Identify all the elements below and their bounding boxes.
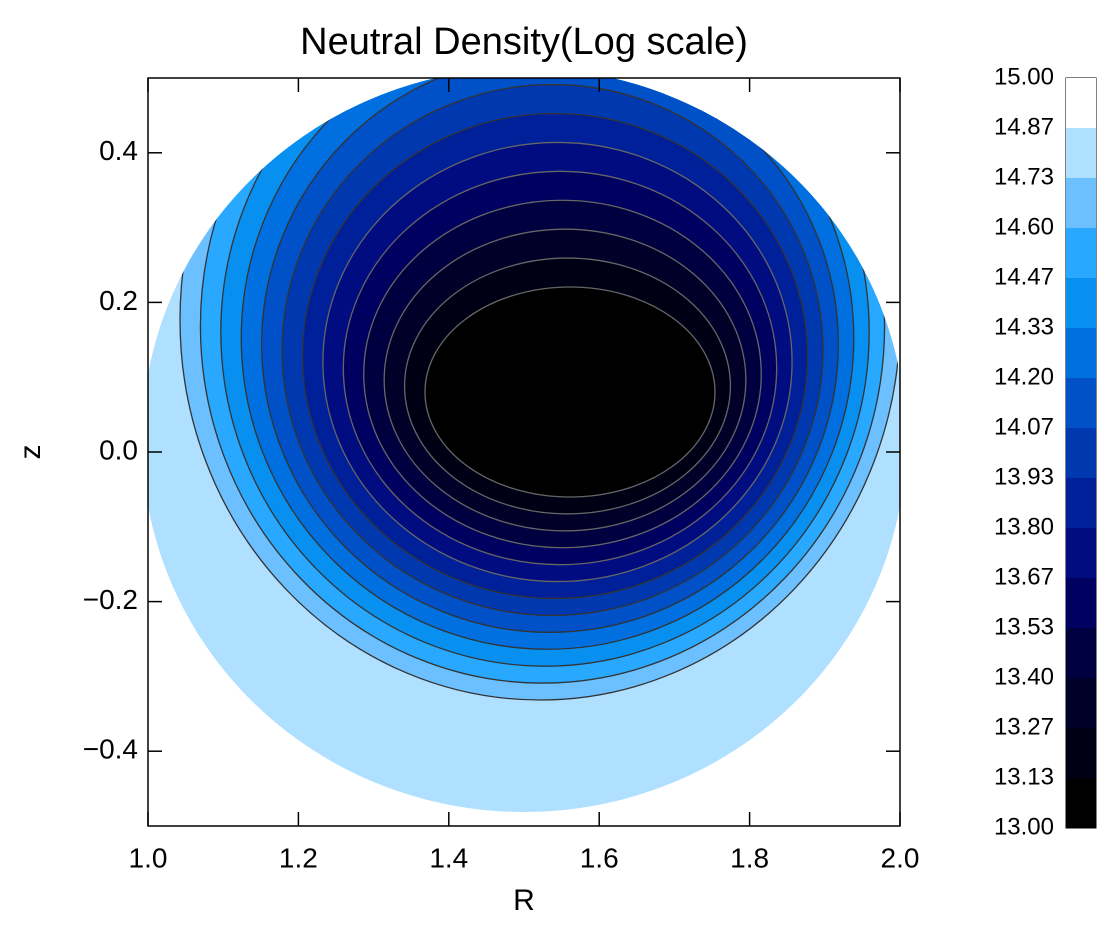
x-tick-label: 1.2 <box>279 842 318 873</box>
y-tick-label: 0.4 <box>99 135 138 166</box>
colorbar-tick-label: 14.20 <box>994 363 1054 390</box>
colorbar-band <box>1066 378 1096 428</box>
y-axis-label: z <box>14 445 47 460</box>
y-tick-label: −0.2 <box>83 584 138 615</box>
colorbar-band <box>1066 728 1096 778</box>
x-tick-label: 2.0 <box>881 842 920 873</box>
colorbar-tick-label: 14.87 <box>994 113 1054 140</box>
colorbar-band <box>1066 478 1096 528</box>
y-tick-label: −0.4 <box>83 734 138 765</box>
colorbar-band <box>1066 278 1096 328</box>
colorbar-band <box>1066 528 1096 578</box>
colorbar-tick-label: 14.47 <box>994 263 1054 290</box>
colorbar-band <box>1066 228 1096 278</box>
x-axis-label: R <box>513 884 535 917</box>
y-tick-label: 0.2 <box>99 285 138 316</box>
domain <box>148 78 900 812</box>
contour-field <box>148 78 900 812</box>
colorbar-tick-label: 13.00 <box>994 813 1054 840</box>
x-tick-label: 1.6 <box>580 842 619 873</box>
colorbar-band <box>1066 778 1096 828</box>
colorbar-band <box>1066 678 1096 728</box>
colorbar-band <box>1066 628 1096 678</box>
colorbar-band <box>1066 78 1096 128</box>
colorbar-band <box>1066 178 1096 228</box>
colorbar-tick-label: 13.53 <box>994 613 1054 640</box>
colorbar-band <box>1066 428 1096 478</box>
colorbar-tick-label: 13.40 <box>994 663 1054 690</box>
contour-band <box>424 286 716 498</box>
colorbar-tick-label: 15.00 <box>994 63 1054 90</box>
colorbar-tick-label: 14.60 <box>994 213 1054 240</box>
colorbar-tick-label: 13.13 <box>994 763 1054 790</box>
colorbar-band <box>1066 328 1096 378</box>
chart-title: Neutral Density(Log scale) <box>300 21 748 63</box>
x-tick-label: 1.0 <box>129 842 168 873</box>
colorbar-band <box>1066 578 1096 628</box>
colorbar-tick-label: 13.93 <box>994 463 1054 490</box>
colorbar-tick-label: 14.33 <box>994 313 1054 340</box>
colorbar-tick-label: 13.67 <box>994 563 1054 590</box>
colorbar-tick-label: 13.27 <box>994 713 1054 740</box>
y-tick-label: 0.0 <box>99 434 138 465</box>
colorbar-tick-label: 13.80 <box>994 513 1054 540</box>
x-tick-label: 1.8 <box>730 842 769 873</box>
colorbar-tick-label: 14.73 <box>994 163 1054 190</box>
colorbar-tick-label: 14.07 <box>994 413 1054 440</box>
x-tick-label: 1.4 <box>429 842 468 873</box>
colorbar-band <box>1066 128 1096 178</box>
